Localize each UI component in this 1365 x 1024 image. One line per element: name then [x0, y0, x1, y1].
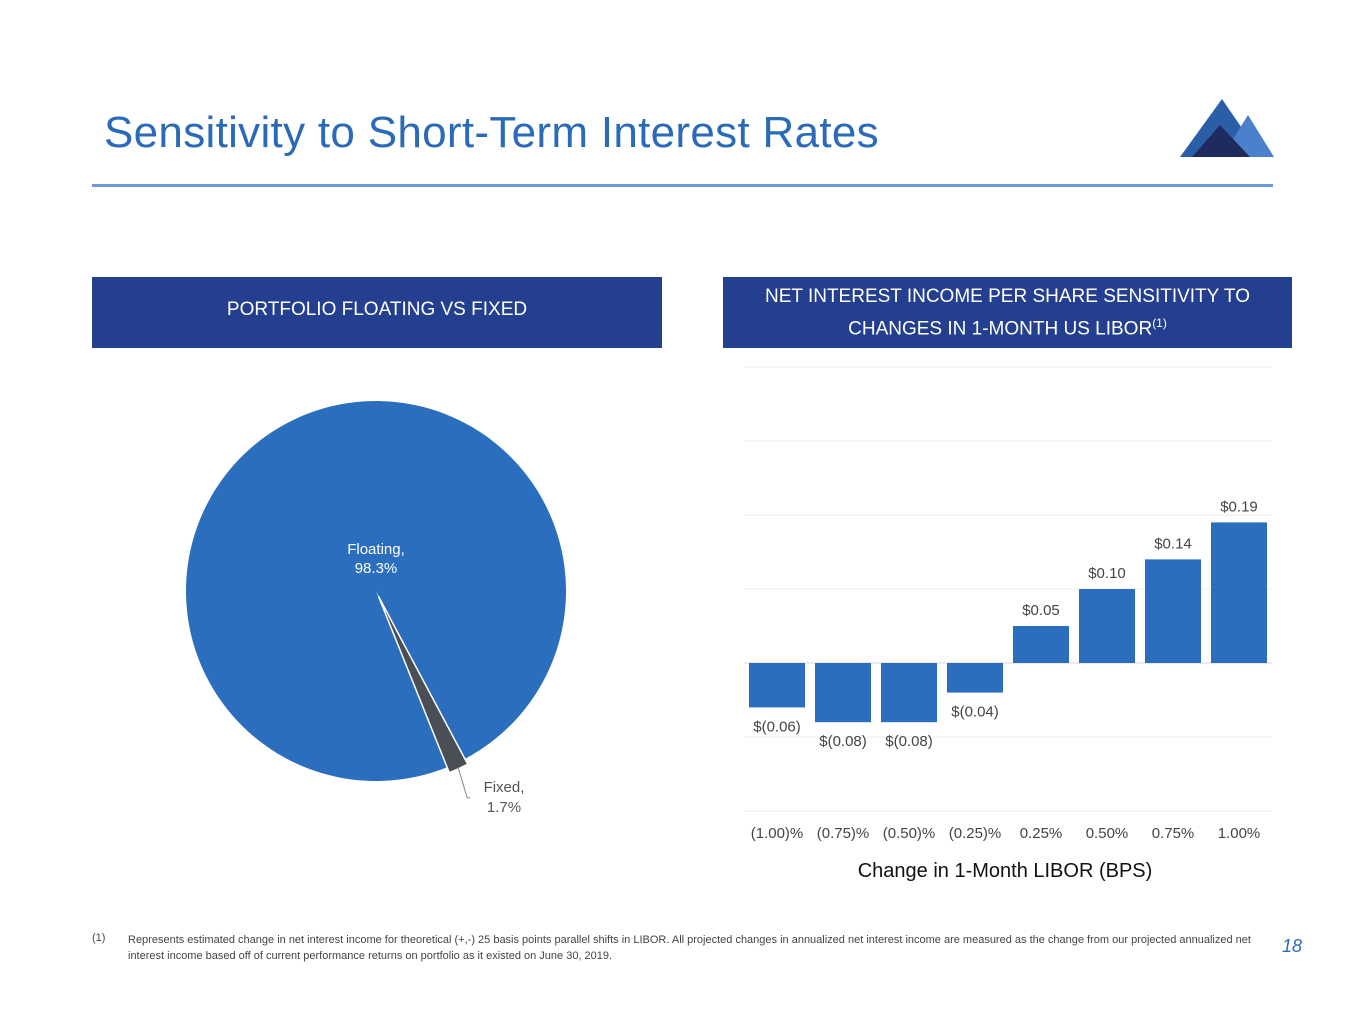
- bar: [947, 663, 1003, 693]
- footnote-ref: (1): [1152, 315, 1167, 330]
- x-tick-label: 0.75%: [1152, 825, 1195, 842]
- portfolio-panel-header: PORTFOLIO FLOATING VS FIXED: [92, 277, 662, 348]
- page-title: Sensitivity to Short-Term Interest Rates: [104, 108, 879, 157]
- fixed-label-value: 1.7%: [487, 799, 521, 816]
- bar-data-label: $0.14: [1154, 535, 1192, 552]
- x-tick-label: 0.25%: [1020, 825, 1063, 842]
- bar-data-label: $(0.04): [951, 704, 999, 721]
- bar: [1013, 626, 1069, 663]
- page-number: 18: [1282, 936, 1303, 956]
- bar: [1211, 522, 1267, 663]
- floating-vs-fixed-pie-chart: Floating, 98.3% Fixed, 1.7%: [185, 401, 567, 816]
- company-logo: [1180, 99, 1274, 157]
- nii-sensitivity-bar-chart: $(0.06) (1.00)% $(0.08) (0.75)% $(0.08) (0.50…: [744, 366, 1272, 842]
- bar-data-label: $0.19: [1220, 498, 1258, 515]
- bar-data-label: $0.10: [1088, 565, 1126, 582]
- floating-label-name: Floating,: [347, 541, 405, 558]
- x-tick-label: 0.50%: [1086, 825, 1129, 842]
- sensitivity-panel-header: NET INTEREST INCOME PER SHARE SENSITIVIT…: [723, 277, 1292, 348]
- bar: [1079, 589, 1135, 663]
- pie-slice-floating: [185, 401, 567, 782]
- x-tick-label: (0.25)%: [949, 825, 1002, 842]
- bar-data-label: $(0.08): [819, 733, 867, 750]
- x-tick-label: (1.00)%: [751, 825, 804, 842]
- x-tick-label: 1.00%: [1218, 825, 1261, 842]
- bar: [815, 663, 871, 723]
- x-tick-label: (0.75)%: [817, 825, 870, 842]
- floating-label-value: 98.3%: [355, 560, 398, 577]
- bar-data-label: $(0.06): [753, 718, 801, 735]
- fixed-leader-line: [457, 767, 471, 799]
- portfolio-panel-title: PORTFOLIO FLOATING VS FIXED: [226, 299, 528, 320]
- footnote-text: Represents estimated change in net inter…: [128, 934, 1251, 962]
- footnote-marker: (1): [92, 932, 106, 944]
- bar: [881, 663, 937, 723]
- x-tick-label: (0.50)%: [883, 825, 936, 842]
- sensitivity-title-line2: CHANGES IN 1-MONTH US LIBOR: [848, 318, 1153, 340]
- x-axis-title: Change in 1-Month LIBOR (BPS): [857, 860, 1153, 882]
- bar: [749, 663, 805, 708]
- bar-data-label: $0.05: [1022, 602, 1060, 619]
- title-divider: [92, 184, 1273, 187]
- bar-data-label: $(0.08): [885, 733, 933, 750]
- sensitivity-title-line1: NET INTEREST INCOME PER SHARE SENSITIVIT…: [765, 285, 1250, 307]
- fixed-label-name: Fixed,: [484, 779, 525, 796]
- bar: [1145, 559, 1201, 663]
